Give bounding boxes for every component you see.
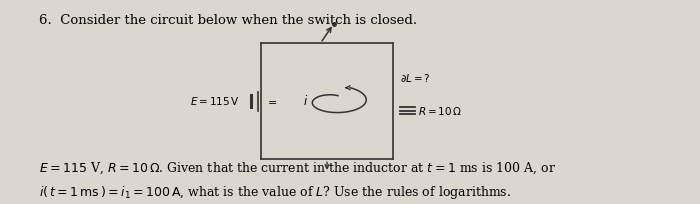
Text: $i(\,t = 1\,{\rm ms}\,) = i_1 = 100\,{\rm A}$, what is the value of $L$? Use the: $i(\,t = 1\,{\rm ms}\,) = i_1 = 100\,{\r…	[39, 184, 511, 202]
Text: $E = 115\,\mathrm{V}$: $E = 115\,\mathrm{V}$	[190, 95, 240, 107]
Text: $E = 115$ V, $R = 10\,\Omega$. Given that the current in the inductor at $t = 1$: $E = 115$ V, $R = 10\,\Omega$. Given tha…	[39, 160, 556, 176]
Text: $R = 10\,\Omega$: $R = 10\,\Omega$	[418, 105, 462, 116]
Text: $=$: $=$	[265, 96, 277, 106]
Text: 6.  Consider the circuit below when the switch is closed.: 6. Consider the circuit below when the s…	[39, 14, 417, 27]
Text: $\partial L = ?$: $\partial L = ?$	[400, 72, 430, 84]
Text: $i$: $i$	[303, 94, 309, 108]
